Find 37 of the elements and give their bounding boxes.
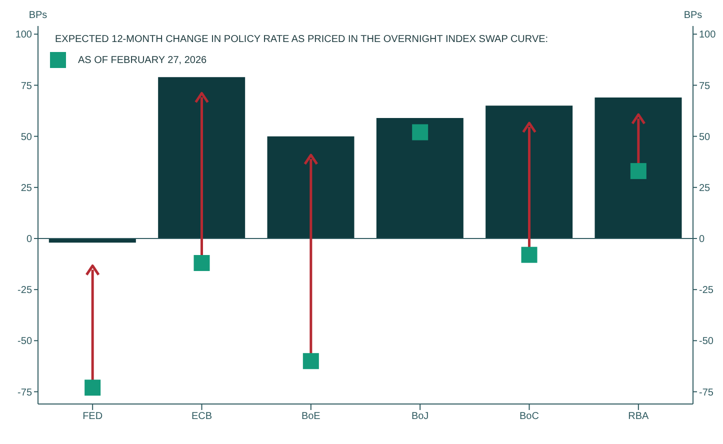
bar — [158, 77, 246, 238]
point — [630, 163, 646, 180]
y2-tick-label: -50 — [699, 336, 714, 348]
y2-tick-label: -25 — [699, 285, 714, 296]
x-tick-label: ECB — [191, 411, 212, 422]
y2-tick-label: 75 — [699, 80, 711, 92]
x-tick-label: FED — [82, 411, 103, 422]
y-tick-label: 50 — [20, 132, 32, 143]
point — [521, 246, 538, 263]
y-tick-label: 100 — [15, 30, 32, 41]
bar — [267, 136, 354, 238]
bar — [594, 98, 682, 238]
y2-axis-title: BPs — [684, 10, 702, 21]
y-tick-label: 0 — [26, 234, 32, 246]
y2-tick-label: -75 — [699, 387, 714, 398]
y-tick-label: -50 — [18, 336, 32, 348]
point — [412, 124, 428, 140]
text: EXPECTED 12-MONTH CHANGE IN POLICY RATE AS PRICED IN THE OVERNIGHT INDEX SWAP CURVE: — [55, 34, 548, 45]
legend-label: AS OF FEBRUARY 27, 2026 — [78, 54, 207, 66]
y2-tick-label: 25 — [699, 182, 711, 194]
point — [194, 255, 210, 272]
x-tick-label: BoJ — [411, 411, 429, 422]
point — [302, 353, 319, 370]
x-tick-label: BoE — [301, 411, 321, 422]
y-tick-label: 75 — [20, 80, 32, 92]
bar — [376, 118, 464, 238]
y-axis-title: BPs — [28, 10, 48, 21]
y2-tick-label: 100 — [699, 30, 716, 41]
x-tick-label: RBA — [628, 411, 650, 422]
point — [84, 380, 101, 396]
y-tick-label: 25 — [20, 182, 32, 194]
y-tick-label: -75 — [18, 387, 32, 398]
y2-tick-label: 0 — [699, 234, 705, 246]
y2-tick-label: 50 — [699, 132, 711, 143]
bar — [486, 106, 573, 238]
y-tick-label: -25 — [18, 285, 32, 296]
x-tick-label: BoC — [520, 411, 539, 422]
